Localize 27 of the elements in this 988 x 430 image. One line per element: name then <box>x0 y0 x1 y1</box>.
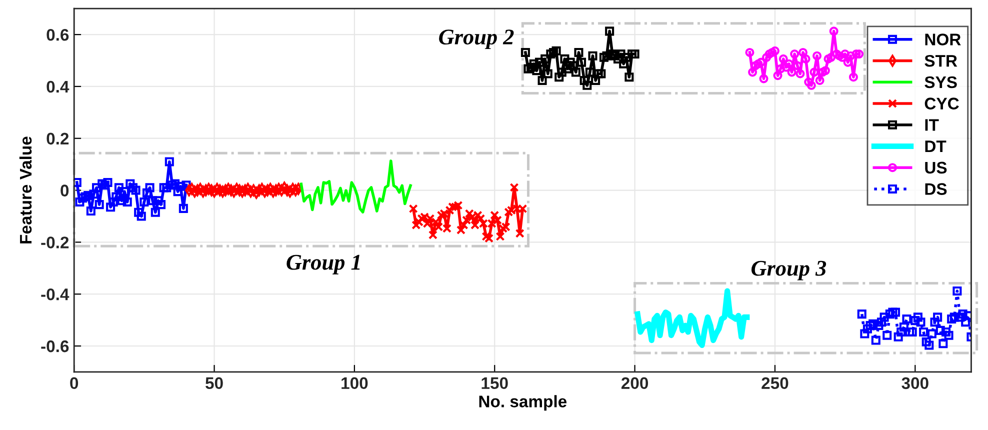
x-tick-label: 250 <box>762 377 788 390</box>
y-tick-label: 0 <box>60 184 69 196</box>
legend-label: DS <box>925 183 947 195</box>
x-tick-label: 150 <box>482 377 508 390</box>
y-tick-label: -0.2 <box>41 236 69 248</box>
annotation: Group 1 <box>286 254 360 274</box>
y-tick-label: -0.4 <box>41 288 70 300</box>
x-tick-label: 100 <box>342 377 368 390</box>
legend-label: CYC <box>924 98 959 110</box>
legend-label: DT <box>925 140 946 152</box>
x-tick-label: 0 <box>70 377 78 390</box>
y-tick-label: 0.6 <box>46 28 69 41</box>
legend-label: US <box>925 162 947 174</box>
y-axis-title: Feature Value <box>19 136 32 244</box>
y-tick-label: -0.6 <box>41 340 69 352</box>
legend-label: NOR <box>925 34 961 46</box>
x-tick-label: 200 <box>621 377 648 390</box>
y-tick-label: 0.4 <box>46 80 70 93</box>
y-tick-label: 0.2 <box>46 132 69 145</box>
annotation: Group 3 <box>751 260 826 280</box>
annotation: Group 2 <box>439 30 514 50</box>
legend-label: IT <box>925 119 939 131</box>
x-axis-title: No. sample <box>479 395 567 411</box>
legend-label: SYS <box>924 76 957 88</box>
x-tick-label: 300 <box>902 377 928 390</box>
legend-label: STR <box>924 54 958 67</box>
x-tick-label: 50 <box>206 377 223 390</box>
